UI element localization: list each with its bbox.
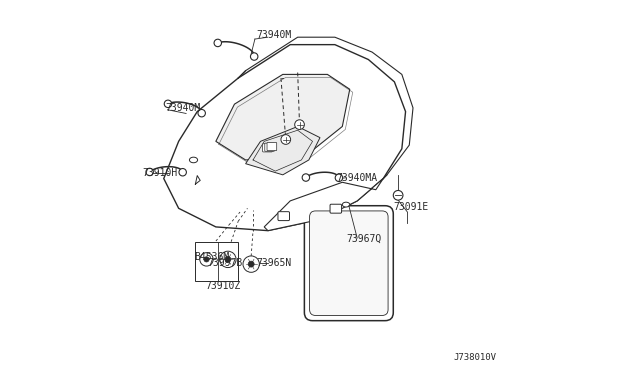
Ellipse shape — [342, 202, 349, 207]
Circle shape — [214, 39, 221, 46]
Circle shape — [200, 253, 213, 266]
Circle shape — [281, 135, 291, 144]
Text: 73910H: 73910H — [142, 168, 177, 178]
Text: J738010V: J738010V — [454, 353, 497, 362]
Circle shape — [250, 53, 258, 60]
FancyBboxPatch shape — [262, 144, 272, 152]
Circle shape — [225, 256, 231, 262]
Circle shape — [198, 109, 205, 117]
Text: B4536M: B4536M — [195, 252, 230, 262]
Circle shape — [220, 251, 236, 267]
Polygon shape — [246, 126, 320, 175]
FancyBboxPatch shape — [278, 212, 289, 221]
Circle shape — [394, 190, 403, 200]
Circle shape — [146, 168, 154, 176]
Ellipse shape — [189, 157, 198, 163]
Text: 73997B: 73997B — [207, 258, 242, 268]
Circle shape — [248, 261, 254, 267]
FancyBboxPatch shape — [310, 211, 388, 315]
Circle shape — [302, 174, 310, 181]
Polygon shape — [264, 179, 383, 231]
Text: 73940M: 73940M — [256, 31, 291, 40]
Circle shape — [204, 257, 209, 262]
Circle shape — [335, 174, 342, 182]
Bar — [195, 242, 238, 281]
FancyBboxPatch shape — [305, 206, 394, 321]
Text: 73940M: 73940M — [165, 103, 200, 113]
Text: 73910Z: 73910Z — [206, 281, 241, 291]
FancyBboxPatch shape — [267, 142, 276, 151]
FancyBboxPatch shape — [265, 143, 275, 151]
Circle shape — [294, 120, 305, 129]
Text: 73967Q: 73967Q — [346, 234, 381, 244]
Circle shape — [243, 256, 259, 272]
Circle shape — [179, 169, 186, 176]
Polygon shape — [216, 74, 349, 160]
Text: 73965N: 73965N — [257, 258, 292, 268]
Polygon shape — [164, 45, 406, 231]
Text: 73091E: 73091E — [394, 202, 429, 212]
FancyBboxPatch shape — [330, 204, 342, 213]
Circle shape — [164, 100, 172, 108]
Text: 73940MA: 73940MA — [337, 173, 378, 183]
